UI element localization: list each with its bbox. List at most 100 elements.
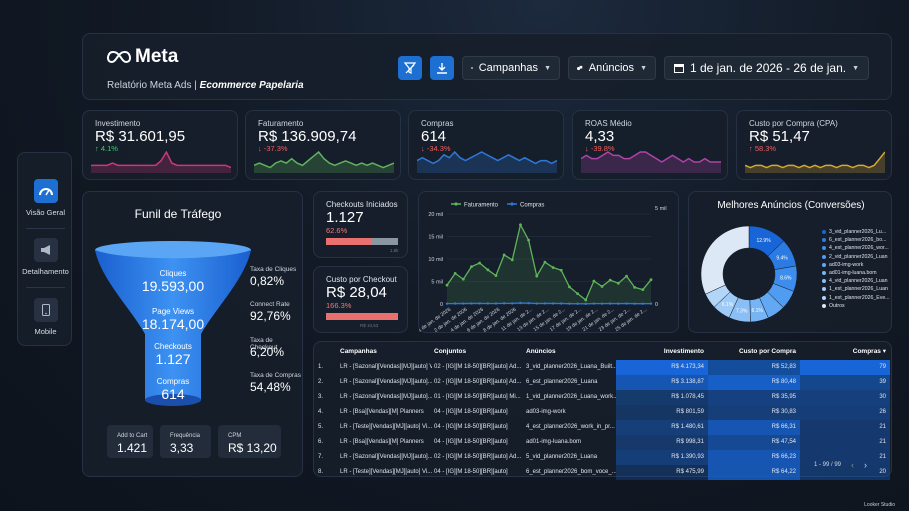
kpi-cpa: Custo por Compra (CPA) R$ 51,47 ↑ 58.3%: [736, 110, 892, 180]
legend-label: 4_est_planner2026_wor...: [829, 245, 889, 252]
table-header-row: Campanhas Conjuntos Anúncios Investimento Cu…: [314, 344, 893, 359]
sidebar-item-detalhamento[interactable]: Detalhamento: [18, 238, 73, 276]
sparkline-area: [417, 152, 557, 173]
legend-item[interactable]: Outros: [822, 303, 845, 309]
legend-dot: [822, 279, 826, 284]
chevron-down-icon: ▼: [640, 64, 647, 72]
reset-filters-button[interactable]: [398, 56, 422, 80]
ads-select-label: Anúncios: [588, 62, 635, 74]
faturamento-point: [543, 260, 547, 264]
ads-table: Campanhas Conjuntos Anúncios Investimento Cu…: [313, 341, 893, 480]
cell-campaign: LR - [Teste][Vendas][MJ][auto] Vi...: [340, 469, 432, 475]
mini-kpi-cpm: CPM R$ 13,20: [218, 425, 281, 458]
donut-chart-svg: 12.9% 9.4% 8.6% 6.1%7.3%6.1%: [700, 225, 798, 323]
legend-item[interactable]: 1_est_planner2026_Luan: [822, 286, 888, 292]
pager-range: 1 - 99 / 99: [813, 462, 841, 468]
table-row[interactable]: 7. LR - [Sazonal][Vendas][MJ][auto]... 02 …: [314, 450, 893, 465]
mini-kpi-value: 3,33: [170, 441, 194, 455]
mobile-icon: [33, 298, 58, 322]
cell-campaign: LR - [Teste][Vendas][MJ][auto] Vi...: [340, 424, 432, 430]
header-investimento: Investimento: [663, 348, 704, 355]
mini-kpi-add-to-cart: Add to Cart 1.421: [107, 425, 153, 458]
rate-value: 92,76%: [250, 309, 291, 323]
date-range-label: 1 de jan. de 2026 - 26 de jan.: [689, 61, 847, 75]
checkouts-label: Checkouts Iniciados: [326, 200, 398, 209]
legend-item[interactable]: 1_est_planner2026_Eve...: [822, 295, 890, 301]
cell-compras: 26: [800, 405, 890, 420]
cell-adset: 02 - [IG][M 18-50][BR][auto] Ad...: [434, 364, 522, 370]
header-compras-sort[interactable]: Compras ▾: [852, 348, 886, 355]
funnel-stage-label: Cliques: [159, 269, 187, 278]
cell-investimento: R$ 801,59: [616, 405, 708, 420]
y-right-tick-label: 0: [655, 302, 658, 308]
legend-dot: [822, 254, 826, 259]
header-anuncios: Anúncios: [526, 348, 556, 355]
legend-item[interactable]: 2_vid_planner2026_Luan: [822, 254, 888, 260]
legend-label: 1_est_planner2026_Luan: [829, 286, 888, 293]
table-row[interactable]: 5. LR - [Teste][Vendas][MJ][auto] Vi... 04…: [314, 420, 893, 435]
kpi-value: 614: [421, 128, 447, 145]
compras-point: [576, 302, 579, 305]
y-tick-label: 0: [440, 302, 443, 308]
faturamento-point: [576, 292, 579, 296]
kpi-value: R$ 31.601,95: [95, 128, 186, 145]
donut-slice-label: 9.4%: [776, 255, 788, 261]
table-pager: 1 - 99 / 99 ‹ ›: [814, 460, 867, 470]
sidebar-item-label: Visão Geral: [25, 208, 66, 217]
cell-adset: 01 - [IG][M 18-50][BR][auto] Mi...: [434, 394, 521, 400]
sidebar-item-mobile[interactable]: Mobile: [18, 298, 73, 336]
funnel-stage-value: 614: [161, 386, 185, 402]
legend-item[interactable]: ad01-img-luana.bom: [822, 270, 877, 276]
compras-point: [527, 301, 530, 305]
download-button[interactable]: [430, 56, 454, 80]
sidebar-divider: [26, 287, 65, 288]
table-row[interactable]: 8. LR - [Teste][Vendas][MJ][auto] Vi... 04…: [314, 465, 893, 480]
compras-point: [617, 302, 620, 305]
ads-select[interactable]: Anúncios ▼: [568, 56, 656, 80]
table-row[interactable]: 4. LR - [Bsa][Vendas][M] Planners 04 - [IG…: [314, 405, 893, 420]
campaigns-select[interactable]: Campanhas ▼: [462, 56, 560, 80]
header-conjuntos: Conjuntos: [434, 348, 467, 355]
legend-item[interactable]: 4_est_planner2026_wor...: [822, 245, 889, 251]
chevron-right-icon[interactable]: ›: [864, 460, 867, 470]
chevron-left-icon[interactable]: ‹: [851, 460, 854, 470]
gauge-icon: [33, 179, 58, 203]
legend-dot: [510, 202, 514, 206]
date-range-select[interactable]: 1 de jan. de 2026 - 26 de jan. ▼: [664, 56, 869, 80]
table-row[interactable]: 3. LR - [Sazonal][Vendas][MJ][auto]... 01 …: [314, 390, 893, 405]
sparkline-line: [745, 151, 885, 169]
donut-slice-label: 6.1%: [722, 302, 734, 308]
table-row[interactable]: 6. LR - [Bsa][Vendas][M] Planners 04 - [IG…: [314, 435, 893, 450]
cell-adset: 02 - [IG][M 18-50][BR][auto] Ad...: [434, 454, 522, 460]
legend-item[interactable]: ad03-img-work: [822, 262, 863, 268]
compras-point: [551, 302, 555, 305]
revenue-purchases-chart: Faturamento Compras 20 mil 15 mil 10 mil 5 mi…: [417, 191, 679, 334]
table-row[interactable]: 1. LR - [Sazonal][Vendas][MJ][auto] V... 0…: [314, 360, 893, 375]
kpi-sparkline: [581, 151, 721, 173]
cell-ad: 6_est_planner2026_bom_voce_...: [526, 469, 616, 475]
donut-slice[interactable]: [700, 225, 750, 295]
table-row[interactable]: 2. LR - [Sazonal][Vendas][MJ][auto]... 02 …: [314, 375, 893, 390]
compras-point: [502, 302, 506, 305]
legend-item[interactable]: 4_vid_planner2026_Luan: [822, 278, 888, 284]
compras-point: [609, 302, 612, 305]
compras-point: [453, 302, 457, 305]
cell-ad: ad01-img-luana.bom: [526, 439, 582, 445]
cell-ad: 4_est_planner2026_work_in_pr...: [526, 424, 615, 430]
legend-item[interactable]: 6_est_planner2026_bo...: [822, 237, 886, 243]
sidebar-item-visao-geral[interactable]: Visão Geral: [18, 179, 73, 217]
faturamento-point: [600, 285, 604, 288]
legend-label: Compras: [520, 203, 544, 209]
legend-label: ad03-img-work: [829, 261, 864, 268]
legend-item[interactable]: 3_vid_planner2026_Lu...: [822, 229, 886, 235]
kpi-change: ↑ 58.3%: [749, 144, 777, 153]
best-ads-card: Melhores Anúncios (Conversões) 12.9% 9.4%…: [688, 191, 892, 333]
funnel-stage-label: Page Views: [151, 307, 195, 316]
cell-ad: 6_est_planner2026_Luana: [526, 379, 598, 385]
legend-label: Outros: [829, 302, 845, 309]
traffic-funnel-card: Funil de Tráfego Cliques 19.593,00 Page …: [82, 191, 303, 477]
report-subtitle: Relatório Meta Ads | Ecommerce Papelaria: [107, 80, 304, 91]
legend-dot: [822, 262, 826, 267]
faturamento-point: [527, 238, 530, 242]
faturamento-point: [461, 277, 465, 281]
